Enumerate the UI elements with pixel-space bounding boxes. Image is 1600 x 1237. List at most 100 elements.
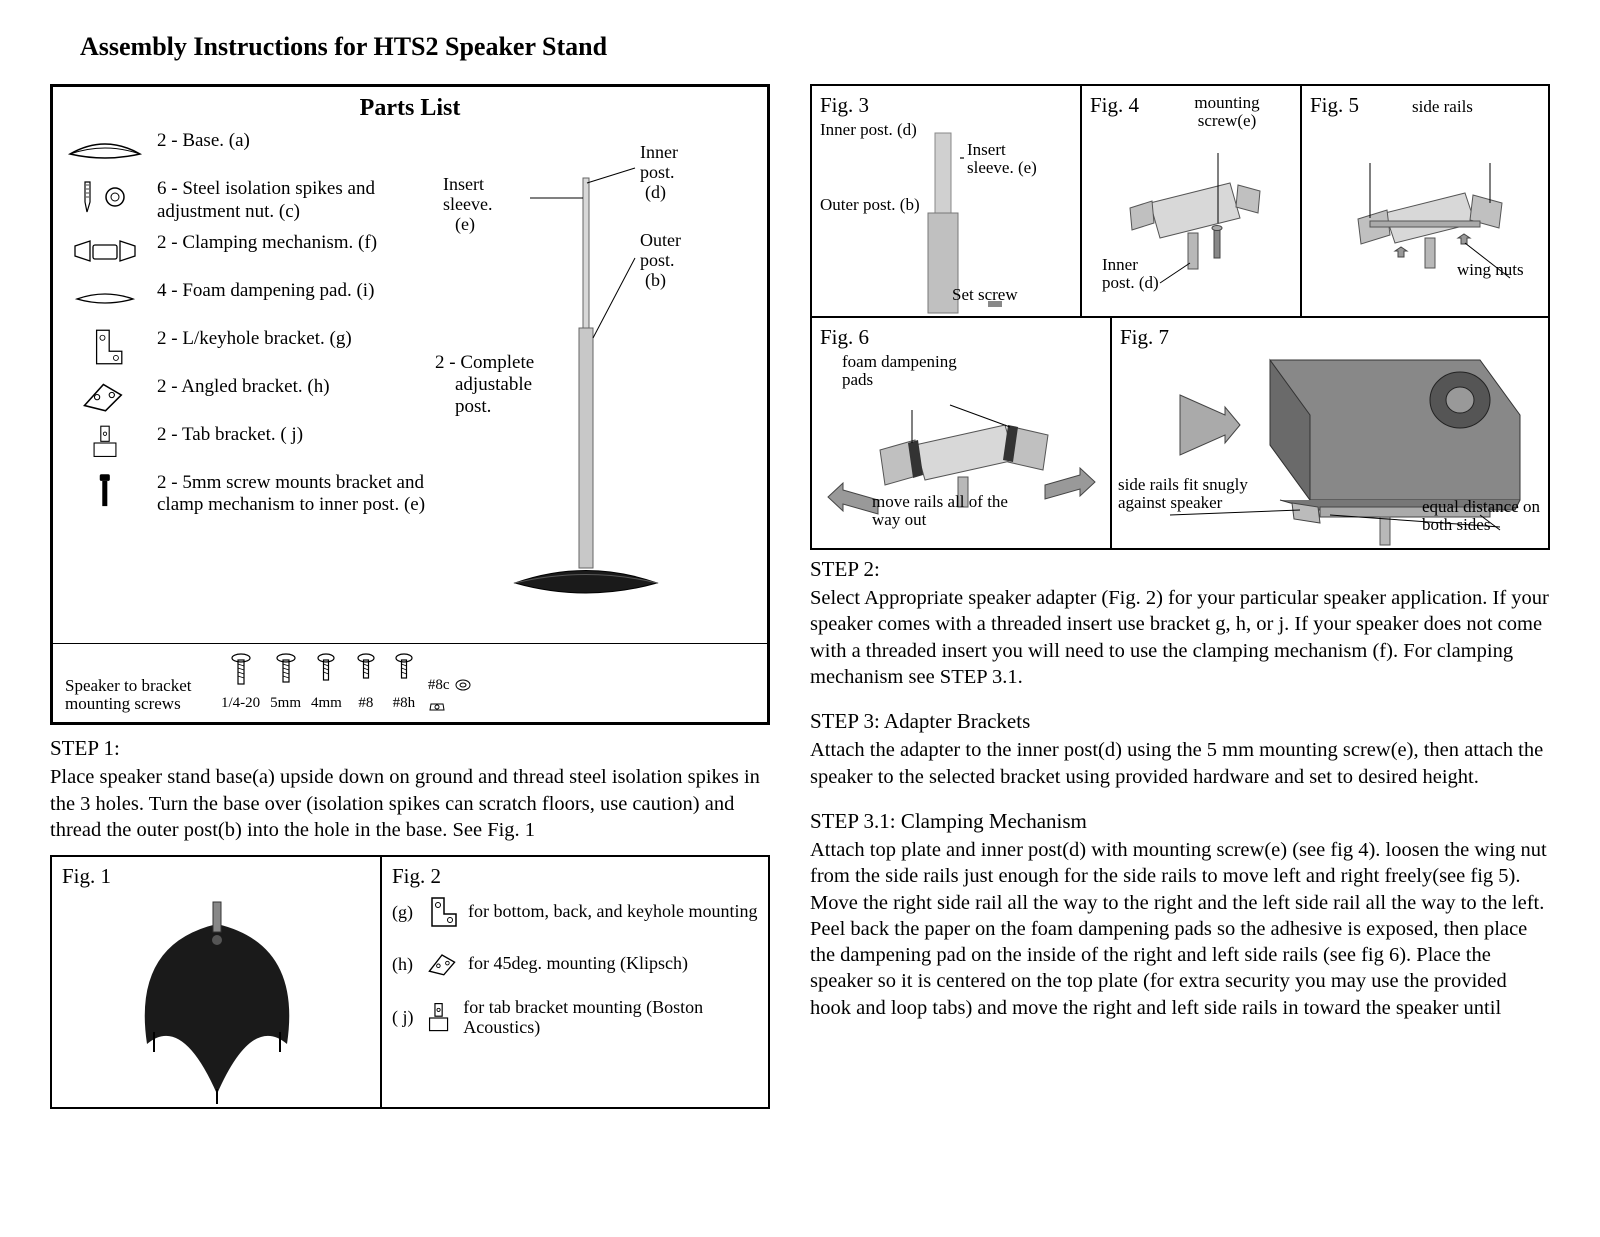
svg-text:Outer: Outer <box>640 230 681 250</box>
svg-text:sleeve.: sleeve. <box>443 194 492 214</box>
part-label: 6 - Steel isolation spikes and adjustmen… <box>157 176 435 224</box>
screw-label-text: #8 <box>352 694 380 714</box>
parts-list-left: 2 - Base. (a) 6 - Steel isolation spikes… <box>65 128 435 635</box>
fig5-box: Fig. 5 side rails wing nuts <box>1302 86 1552 316</box>
screw-extras: #8c <box>428 675 472 714</box>
part-row: 2 - Clamping mechanism. (f) <box>65 230 435 272</box>
bracket-letter: ( j) <box>392 1006 414 1029</box>
step31-heading: STEP 3.1: Clamping Mechanism <box>810 808 1550 835</box>
parts-list-box: Parts List 2 - Base. (a) 6 - Steel i <box>50 84 770 725</box>
clamp-icon <box>65 230 145 272</box>
part-label: 2 - Tab bracket. ( j) <box>157 422 303 447</box>
fig7-fit-label: side rails fit snugly against speaker <box>1118 476 1248 513</box>
right-column: Fig. 3 Inner post. (d) Insert sleeve. (e… <box>810 84 1550 1109</box>
screw-item: 4mm <box>311 652 342 714</box>
part-label: 2 - Angled bracket. (h) <box>157 374 330 399</box>
fig-grid-top: Fig. 3 Inner post. (d) Insert sleeve. (e… <box>810 84 1550 318</box>
fig2-title: Fig. 2 <box>392 863 758 890</box>
part-row: 2 - L/keyhole bracket. (g) <box>65 326 435 368</box>
fig6-title: Fig. 6 <box>820 324 1102 351</box>
left-column: Parts List 2 - Base. (a) 6 - Steel i <box>50 84 770 1109</box>
fig3-inner-label: Inner post. (d) <box>820 121 917 140</box>
part-label: 2 - 5mm screw mounts bracket and clamp m… <box>157 470 435 518</box>
svg-text:(d): (d) <box>645 182 666 203</box>
fig4-box: Fig. 4 mounting screw(e) Inner post. (d) <box>1082 86 1302 316</box>
svg-text:Insert: Insert <box>443 174 484 194</box>
fig1-svg <box>62 894 372 1104</box>
fig5-rails-label: side rails <box>1412 98 1473 117</box>
part-label: 2 - Base. (a) <box>157 128 250 153</box>
fig4-inner-label: Inner post. (d) <box>1102 256 1172 293</box>
step2-heading: STEP 2: <box>810 556 1550 583</box>
parts-list-right: Insert sleeve. (e) Inner post. (d) Outer… <box>435 128 735 635</box>
svg-text:(e): (e) <box>455 214 475 235</box>
fig7-title: Fig. 7 <box>1120 324 1544 351</box>
fig1-box: Fig. 1 <box>52 857 382 1107</box>
bracket-text: for 45deg. mounting (Klipsch) <box>468 954 688 974</box>
screw-label-text: 4mm <box>311 694 342 714</box>
fig1-title: Fig. 1 <box>62 863 370 890</box>
part-row: 2 - 5mm screw mounts bracket and clamp m… <box>65 470 435 518</box>
angle-bracket-icon <box>65 374 145 416</box>
fig3-title: Fig. 3 <box>820 92 1072 119</box>
screw-item: 5mm <box>270 652 301 714</box>
part-label: 2 - Clamping mechanism. (f) <box>157 230 377 255</box>
step31-text: Attach top plate and inner post(d) with … <box>810 837 1550 1021</box>
screw-item: #8h <box>390 652 418 714</box>
bracket-item: (g) for bottom, back, and keyhole mounti… <box>392 894 758 930</box>
fig3-box: Fig. 3 Inner post. (d) Insert sleeve. (e… <box>812 86 1082 316</box>
step2-text: Select Appropriate speaker adapter (Fig.… <box>810 585 1550 690</box>
fig5-svg <box>1310 123 1544 319</box>
fig7-equal-label: equal distance on both sides <box>1422 498 1542 535</box>
bracket-item: ( j) for tab bracket mounting (Boston Ac… <box>392 998 758 1038</box>
part-label: 4 - Foam dampening pad. (i) <box>157 278 374 303</box>
screw-section-label: Speaker to bracket mounting screws <box>65 677 215 714</box>
screw-mount-icon <box>65 470 145 512</box>
step3-heading: STEP 3: Adapter Brackets <box>810 708 1550 735</box>
bracket-list: (g) for bottom, back, and keyhole mounti… <box>392 894 758 1038</box>
parts-list-heading: Parts List <box>53 87 767 128</box>
svg-text:2 - Complete: 2 - Complete <box>435 352 534 373</box>
fig-row-1-2: Fig. 1 Fig. 2 (g) for bottom, back, a <box>50 855 770 1109</box>
foam-pad-icon <box>65 278 145 320</box>
page-title: Assembly Instructions for HTS2 Speaker S… <box>80 30 1550 64</box>
svg-text:post.: post. <box>640 162 675 182</box>
fig3-outer-label: Outer post. (b) <box>820 196 920 215</box>
l-bracket-icon <box>424 894 460 930</box>
fig3-set-label: Set screw <box>952 286 1018 305</box>
part-label: 2 - L/keyhole bracket. (g) <box>157 326 352 351</box>
part-row: 6 - Steel isolation spikes and adjustmen… <box>65 176 435 224</box>
step3-text: Attach the adapter to the inner post(d) … <box>810 737 1550 789</box>
fig5-wing-label: wing nuts <box>1457 261 1524 280</box>
step1-heading: STEP 1: <box>50 735 770 762</box>
step1-text: Place speaker stand base(a) upside down … <box>50 764 770 843</box>
screws-list: 1/4-20 5mm 4mm #8 <box>221 652 472 714</box>
bracket-text: for bottom, back, and keyhole mounting <box>468 902 757 922</box>
svg-text:post.: post. <box>455 396 491 417</box>
svg-text:Inner: Inner <box>640 142 678 162</box>
part-row: 2 - Angled bracket. (h) <box>65 374 435 416</box>
tab-bracket-icon <box>65 422 145 464</box>
fig7-box: Fig. 7 side rails fit snugly against spe… <box>1112 318 1552 548</box>
screw-row: Speaker to bracket mounting screws 1/4-2… <box>53 643 767 722</box>
base-icon <box>65 128 145 170</box>
fig-grid-bottom: Fig. 6 foam dampening pads move rails al… <box>810 318 1550 550</box>
bracket-letter: (h) <box>392 953 416 976</box>
fig4-mount-label: mounting screw(e) <box>1177 94 1277 131</box>
svg-text:adjustable: adjustable <box>455 374 532 395</box>
part-row: 2 - Base. (a) <box>65 128 435 170</box>
angle-bracket-icon <box>424 946 460 982</box>
post-diagram: Insert sleeve. (e) Inner post. (d) Outer… <box>435 128 735 628</box>
fig6-move-label: move rails all of the way out <box>872 493 1012 530</box>
svg-text:post.: post. <box>640 250 675 270</box>
screw-label-text: #8h <box>390 694 418 714</box>
screw-item: 1/4-20 <box>221 652 260 714</box>
bracket-letter: (g) <box>392 901 416 924</box>
page-columns: Parts List 2 - Base. (a) 6 - Steel i <box>50 84 1550 1109</box>
fig3-insert-label: Insert sleeve. (e) <box>967 141 1047 178</box>
svg-text:(b): (b) <box>645 270 666 291</box>
extra-label: #8c <box>428 675 450 696</box>
fig6-box: Fig. 6 foam dampening pads move rails al… <box>812 318 1112 548</box>
part-row: 2 - Tab bracket. ( j) <box>65 422 435 464</box>
tab-bracket-icon <box>422 1000 455 1036</box>
